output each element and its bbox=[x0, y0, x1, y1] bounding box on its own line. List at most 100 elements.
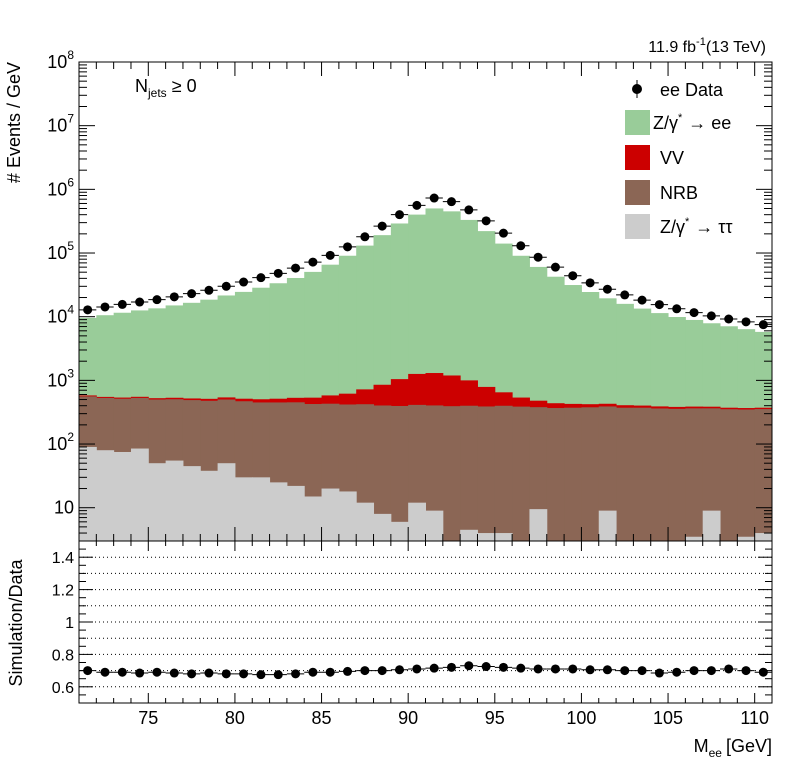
ratio-point bbox=[460, 661, 478, 671]
ratio-point bbox=[234, 669, 253, 679]
bar-dy-tautau bbox=[356, 502, 375, 541]
lumi-label: 11.9 fb-1(13 TeV) bbox=[648, 36, 766, 56]
lumi-exponent: -1 bbox=[696, 36, 706, 48]
y-tick-label: 104 bbox=[47, 303, 74, 327]
legend-marker-data bbox=[632, 84, 642, 94]
bar-dy-tautau bbox=[182, 466, 201, 541]
ratio-y-tick-label: 1.4 bbox=[52, 550, 74, 567]
bar-dy-tautau bbox=[373, 513, 392, 541]
data-point bbox=[130, 297, 149, 307]
y-axis-label-main: # Events / GeV bbox=[4, 62, 24, 183]
main-plot-panel: 10 102 103 104 105 106 107 108 bbox=[47, 48, 773, 542]
ratio-point bbox=[529, 664, 547, 674]
bar-dy-tautau bbox=[737, 536, 756, 541]
bar-dy-tautau bbox=[234, 477, 253, 541]
bar-nrb bbox=[737, 409, 756, 541]
data-point bbox=[408, 200, 426, 210]
legend-entry-dy-tautau: Z/γ* → ττ bbox=[625, 214, 733, 239]
data-point bbox=[754, 320, 772, 330]
bar-dy-tautau bbox=[304, 496, 323, 541]
stacked-histogram bbox=[79, 208, 772, 541]
data-point bbox=[581, 278, 599, 288]
ratio-point bbox=[96, 667, 114, 677]
ratio-point bbox=[373, 666, 391, 676]
ratio-point bbox=[633, 666, 651, 676]
bar-nrb bbox=[702, 408, 721, 541]
data-point bbox=[217, 281, 235, 291]
bar-nrb bbox=[685, 408, 704, 541]
ratio-point bbox=[512, 663, 530, 673]
bar-dy-tautau bbox=[754, 533, 772, 541]
y-tick-label: 103 bbox=[47, 366, 74, 390]
x-tick-label: 110 bbox=[740, 708, 769, 728]
bar-nrb bbox=[529, 407, 548, 541]
data-point bbox=[720, 314, 738, 324]
ratio-point bbox=[685, 666, 703, 676]
ratio-point bbox=[702, 666, 721, 676]
data-point bbox=[269, 268, 287, 278]
data-point bbox=[286, 263, 305, 273]
x-tick-label: 80 bbox=[225, 708, 245, 728]
ratio-point bbox=[754, 667, 772, 677]
bar-nrb bbox=[650, 408, 669, 541]
legend-label-dy-ee: Z/γ* → ee bbox=[653, 112, 731, 133]
bar-dy-tautau bbox=[702, 510, 721, 541]
bar-nrb bbox=[633, 407, 652, 541]
data-point bbox=[321, 250, 339, 260]
bar-nrb bbox=[564, 407, 582, 541]
data-point bbox=[650, 300, 669, 310]
data-point bbox=[668, 304, 686, 314]
bar-dy-tautau bbox=[217, 463, 236, 541]
data-point bbox=[200, 285, 218, 295]
ratio-point bbox=[650, 668, 669, 678]
bar-dy-tautau bbox=[477, 533, 496, 541]
bar-nrb bbox=[494, 405, 513, 541]
legend-entry-nrb: NRB bbox=[625, 180, 698, 205]
y-tick-label: 105 bbox=[47, 239, 74, 263]
data-point bbox=[598, 284, 617, 294]
ratio-y-tick-label: 1.2 bbox=[52, 583, 74, 600]
legend: ee Data Z/γ* → ee VV NRB Z/γ* → ττ bbox=[625, 80, 733, 239]
ratio-point bbox=[477, 662, 495, 672]
data-point bbox=[425, 193, 443, 203]
njets-annotation: Njets ≥ 0 bbox=[135, 76, 197, 100]
ratio-point bbox=[720, 664, 738, 674]
ratio-point bbox=[616, 666, 634, 676]
ratio-point bbox=[442, 662, 461, 672]
ratio-point bbox=[494, 662, 513, 672]
bar-nrb bbox=[616, 407, 634, 541]
bar-dy-tautau bbox=[425, 510, 444, 541]
bar-dy-tautau bbox=[130, 448, 149, 541]
data-point bbox=[79, 305, 97, 315]
x-tick-label: 90 bbox=[398, 708, 418, 728]
ratio-point bbox=[148, 667, 166, 677]
bar-dy-tautau bbox=[529, 509, 548, 541]
bar-dy-tautau bbox=[598, 510, 617, 541]
ratio-grid bbox=[79, 556, 772, 688]
ratio-point bbox=[581, 665, 599, 675]
data-point bbox=[390, 210, 409, 220]
legend-swatch-nrb bbox=[625, 180, 650, 205]
ratio-point bbox=[598, 665, 617, 675]
ratio-point bbox=[130, 668, 149, 678]
data-point bbox=[252, 273, 270, 283]
ratio-point bbox=[286, 669, 305, 679]
ratio-point bbox=[356, 666, 374, 676]
y-tick-label: 106 bbox=[47, 175, 74, 199]
ratio-point bbox=[668, 667, 686, 677]
legend-swatch-vv bbox=[625, 145, 650, 170]
ratio-point bbox=[564, 664, 582, 674]
data-point bbox=[685, 308, 703, 318]
bar-dy-tautau bbox=[200, 470, 219, 541]
ratio-x-axis: 75 80 85 90 95 100 105 110 bbox=[78, 541, 773, 728]
ratio-plot-panel: 0.6 0.8 1 1.2 1.4 75 80 85 90 95 100 105 110 bbox=[52, 540, 773, 728]
data-point bbox=[477, 216, 495, 226]
data-point bbox=[304, 257, 322, 267]
ratio-point bbox=[338, 666, 357, 676]
bar-nrb bbox=[390, 405, 409, 541]
ratio-y-tick-label: 0.6 bbox=[52, 680, 74, 697]
legend-swatch-dy-tautau bbox=[625, 214, 650, 239]
ratio-point bbox=[252, 670, 270, 680]
ratio-point bbox=[546, 664, 565, 674]
ratio-point bbox=[165, 668, 183, 678]
